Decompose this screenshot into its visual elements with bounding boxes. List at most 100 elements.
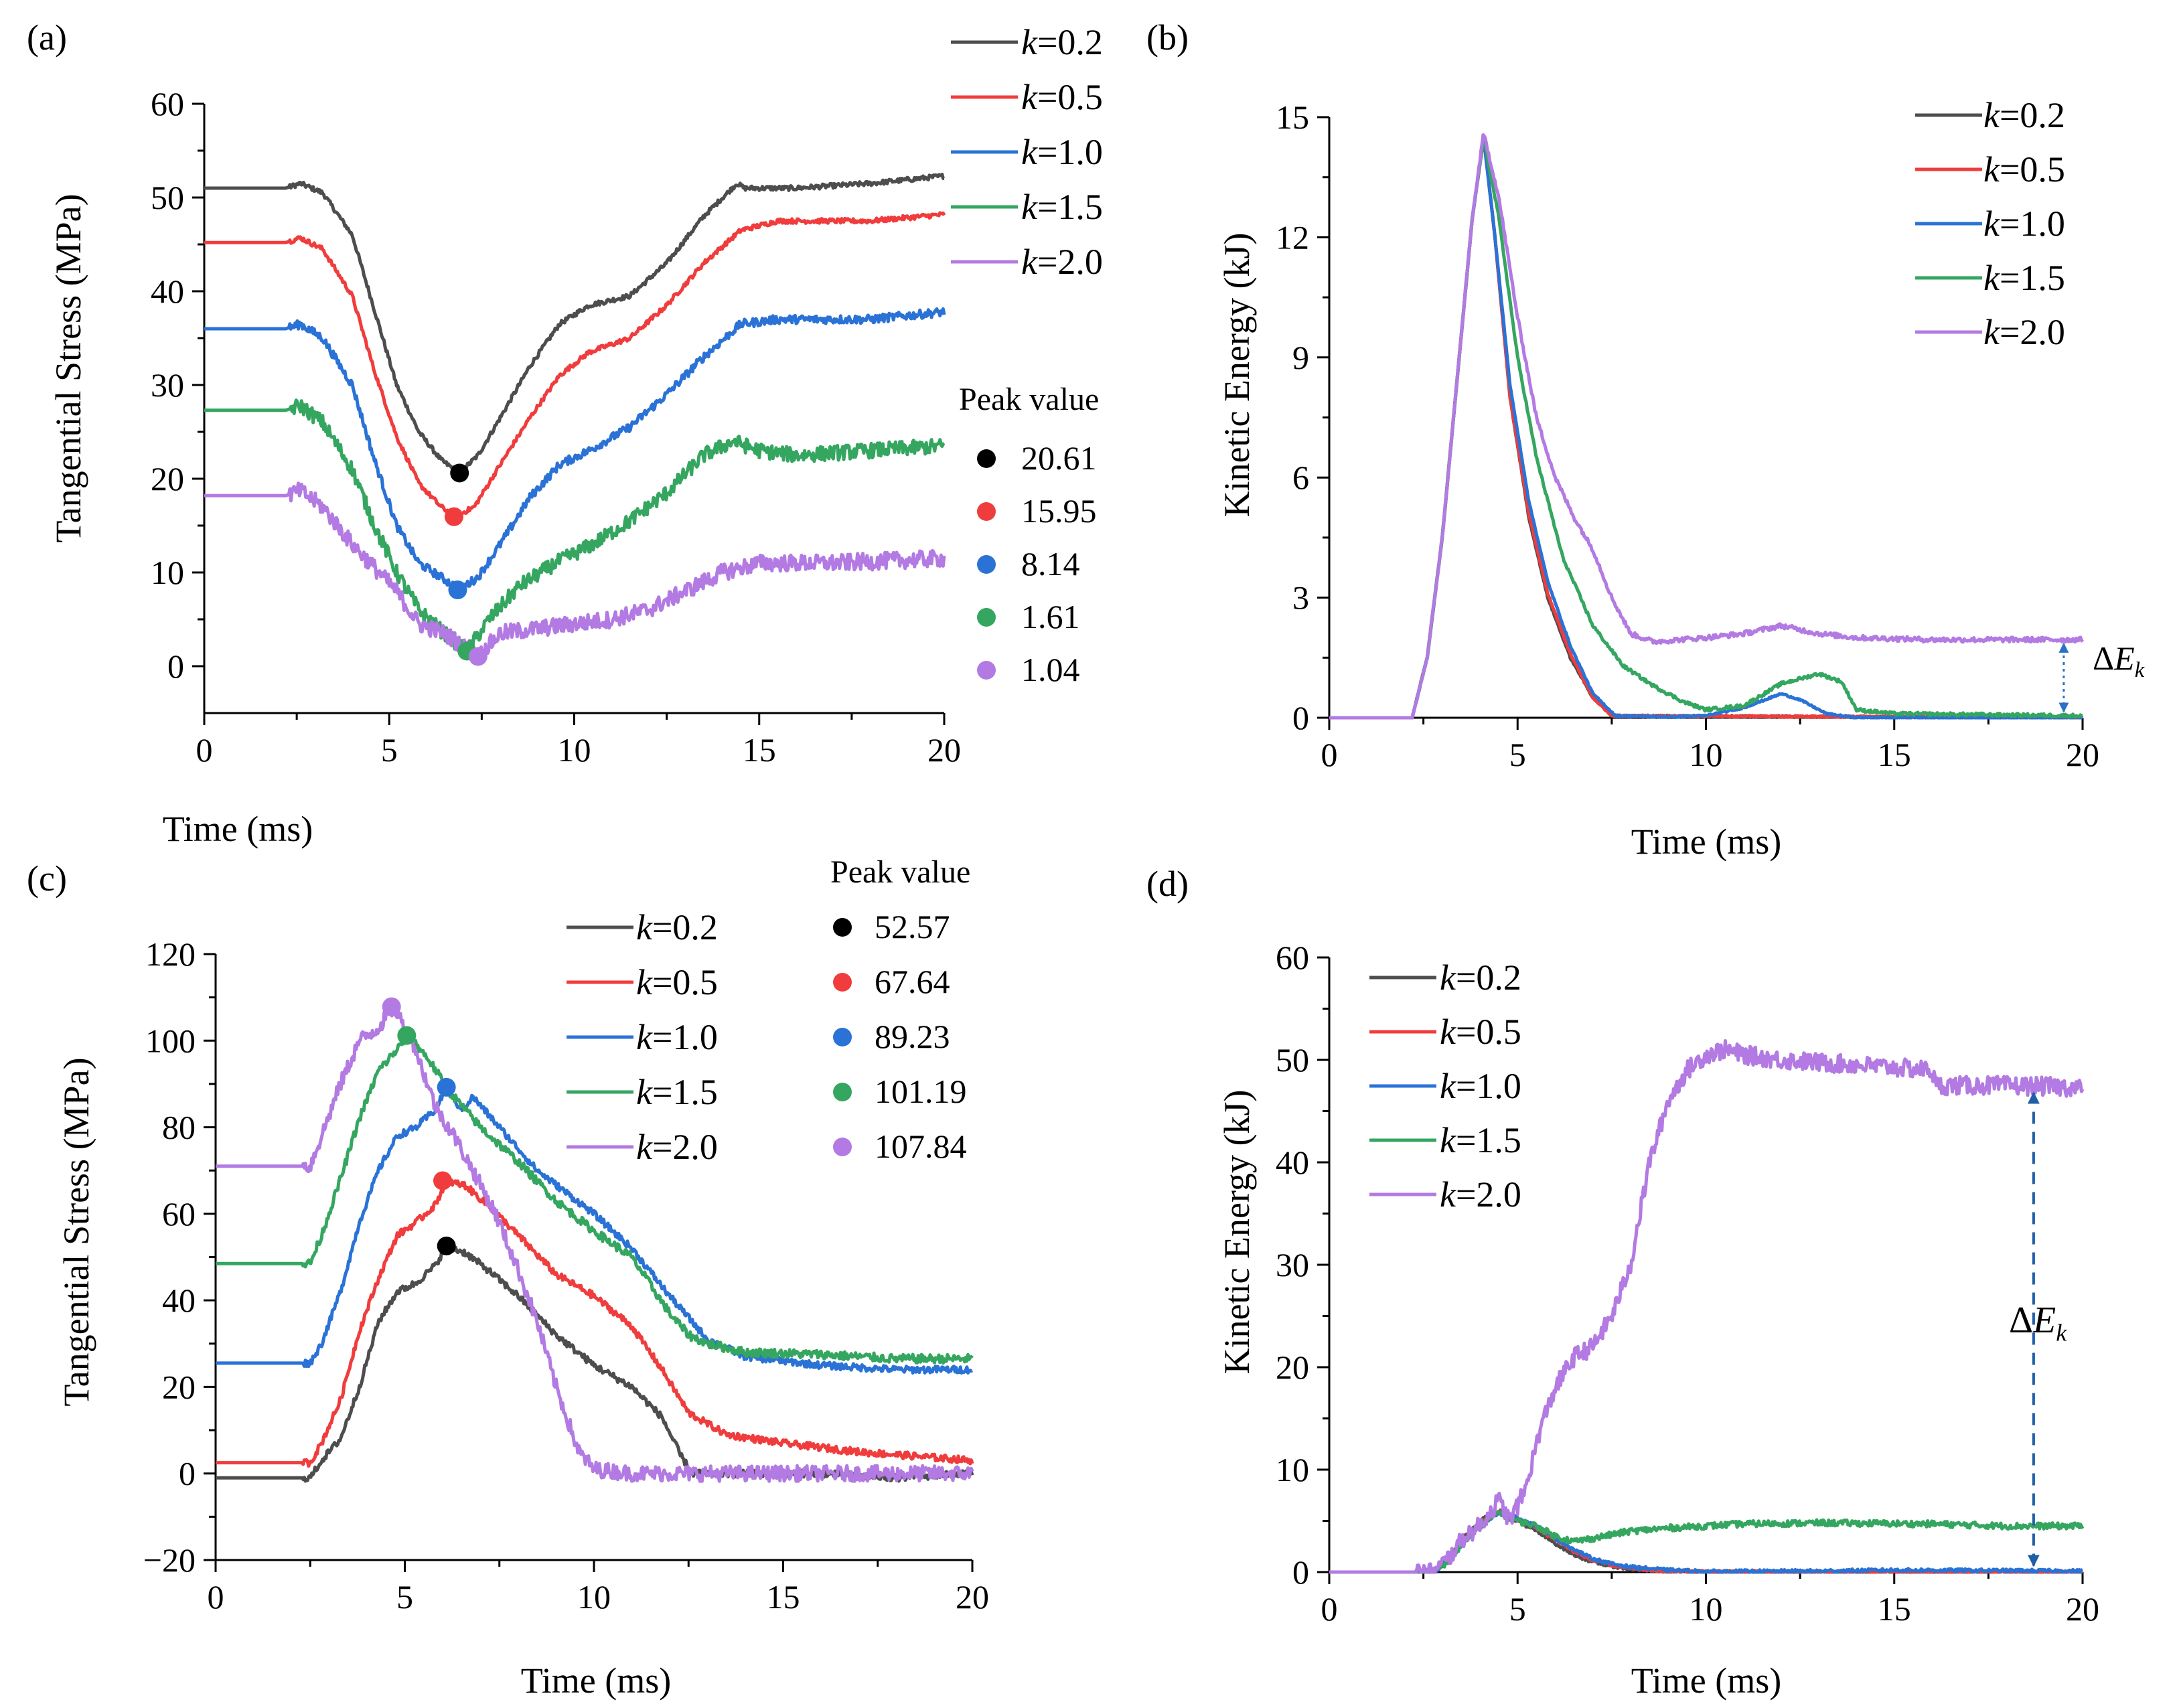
peak-marker: [437, 1236, 456, 1255]
legend-label: k=0.5: [1440, 1012, 1521, 1052]
series-line-k10: [204, 307, 946, 593]
peak-value: 52.57: [875, 908, 950, 945]
y-tick-label: 80: [162, 1109, 196, 1146]
panel-c-xlabel: Time (ms): [521, 1660, 672, 1701]
legend-label: k=0.2: [636, 907, 718, 947]
legend-label: k=1.0: [1021, 132, 1103, 172]
panel-b-xlabel: Time (ms): [1631, 822, 1782, 862]
peak-value: 1.61: [1021, 598, 1080, 635]
series-line-k10: [215, 1085, 974, 1375]
y-tick-label: 10: [1276, 1451, 1309, 1488]
y-tick-label: 3: [1292, 579, 1309, 617]
x-tick-label: 5: [396, 1578, 413, 1616]
series-line-k02: [204, 172, 945, 475]
x-tick-label: 10: [558, 731, 591, 769]
series-line-k05: [215, 1176, 974, 1468]
panel-label-b: (b): [1146, 17, 1189, 58]
peak-list-marker: [977, 502, 996, 521]
x-tick-label: 10: [1690, 736, 1723, 773]
y-tick-label: 120: [145, 935, 196, 973]
y-tick-label: 40: [162, 1282, 196, 1319]
x-tick-label: 5: [381, 731, 398, 769]
legend-label: k=0.5: [1983, 149, 2065, 189]
peak-value: 8.14: [1021, 545, 1080, 583]
legend-label: k=0.2: [1983, 95, 2065, 135]
x-tick-label: 15: [1878, 1590, 1911, 1628]
y-tick-label: 30: [151, 366, 184, 404]
x-tick-label: 5: [1509, 1590, 1526, 1628]
peak-marker: [433, 1171, 452, 1190]
peak-marker: [450, 463, 469, 483]
peak-marker: [448, 580, 467, 600]
x-tick-label: 0: [208, 1578, 224, 1616]
y-tick-label: 15: [1276, 98, 1309, 136]
peak-list-marker: [833, 973, 852, 992]
peak-title-c: Peak value: [830, 854, 970, 890]
series-line-k05: [204, 211, 946, 520]
y-tick-label: 0: [167, 647, 184, 685]
y-tick-label: 0: [1292, 1553, 1309, 1591]
x-tick-label: 10: [577, 1578, 611, 1616]
x-tick-label: 20: [927, 731, 961, 769]
peak-value: 107.84: [875, 1128, 967, 1165]
series-line-k20: [1329, 133, 2085, 720]
peak-list-marker: [977, 555, 996, 574]
x-tick-label: 20: [956, 1578, 989, 1616]
legend-b: k=0.2 k=0.5 k=1.0 k=1.5 k=2.0: [1915, 95, 2065, 352]
y-tick-label: 0: [1292, 699, 1309, 736]
legend-label: k=1.0: [636, 1017, 718, 1057]
panel-a-xlabel: Time (ms): [163, 809, 313, 849]
y-tick-label: 50: [151, 179, 184, 216]
legend-label: k=2.0: [1021, 242, 1103, 282]
peak-marker: [397, 1026, 417, 1045]
panel-label-c: (c): [27, 858, 67, 899]
series-line-k20: [215, 1001, 974, 1483]
peak-list-marker: [833, 918, 852, 937]
peak-value: 89.23: [875, 1018, 950, 1055]
series-line-k15: [204, 398, 946, 659]
peak-list-marker: [977, 449, 996, 468]
legend-label: k=2.0: [636, 1127, 718, 1167]
y-tick-label: 60: [151, 85, 184, 123]
x-tick-label: 0: [1321, 736, 1338, 773]
peak-list-a: 20.61 15.95 8.14 1.61 1.04: [977, 439, 1097, 688]
peak-list-marker: [977, 661, 996, 680]
panel-a-ylabel: Tangential Stress (MPa): [48, 193, 88, 542]
legend-label: k=1.5: [636, 1072, 718, 1112]
peak-value: 15.95: [1021, 492, 1097, 530]
legend-label: k=1.5: [1983, 258, 2065, 298]
series-line-k02: [1329, 139, 2084, 720]
peak-marker: [382, 997, 401, 1016]
peak-value: 20.61: [1021, 439, 1097, 477]
peak-list-marker: [977, 608, 996, 627]
legend-d: k=0.2 k=0.5 k=1.0 k=1.5 k=2.0: [1369, 957, 1521, 1215]
panel-a: 0 5 10 15 20 0 10 20 30 40 50 60: [151, 85, 961, 769]
series-line-k20: [1329, 1039, 2085, 1574]
panel-d-ylabel: Kinetic Energy (kJ): [1217, 1090, 1257, 1375]
delta-ek-label-b: ΔEk: [2093, 639, 2145, 682]
y-tick-label: 100: [145, 1022, 196, 1059]
panel-d: 0 5 10 15 20 0 10 20 30 40 50 60: [1276, 939, 2099, 1628]
peak-title-a: Peak value: [959, 382, 1099, 417]
peak-value: 1.04: [1021, 651, 1080, 688]
series-line-k20: [204, 481, 946, 666]
peak-list-c: 52.57 67.64 89.23 101.19 107.84: [833, 908, 967, 1165]
legend-label: k=2.0: [1983, 312, 2065, 352]
y-tick-label: 9: [1292, 339, 1309, 376]
legend-label: k=1.0: [1440, 1066, 1521, 1106]
y-tick-label: 60: [1276, 939, 1309, 976]
y-tick-label: 0: [179, 1455, 196, 1492]
delta-ek-label-d: ΔEk: [2009, 1300, 2067, 1346]
y-tick-label: 40: [1276, 1144, 1309, 1181]
legend-label: k=0.5: [636, 962, 718, 1002]
peak-list-marker: [833, 1138, 852, 1156]
legend-label: k=0.2: [1021, 22, 1103, 62]
panel-b-ylabel: Kinetic Energy (kJ): [1217, 233, 1257, 518]
peak-marker: [444, 507, 463, 526]
y-tick-label: 12: [1276, 218, 1309, 256]
y-tick-label: 30: [1276, 1246, 1309, 1284]
x-tick-label: 10: [1690, 1590, 1723, 1628]
x-tick-label: 15: [743, 731, 776, 769]
panel-b: 0 5 10 15 20 0 3 6 9 12 15: [1276, 98, 2099, 773]
